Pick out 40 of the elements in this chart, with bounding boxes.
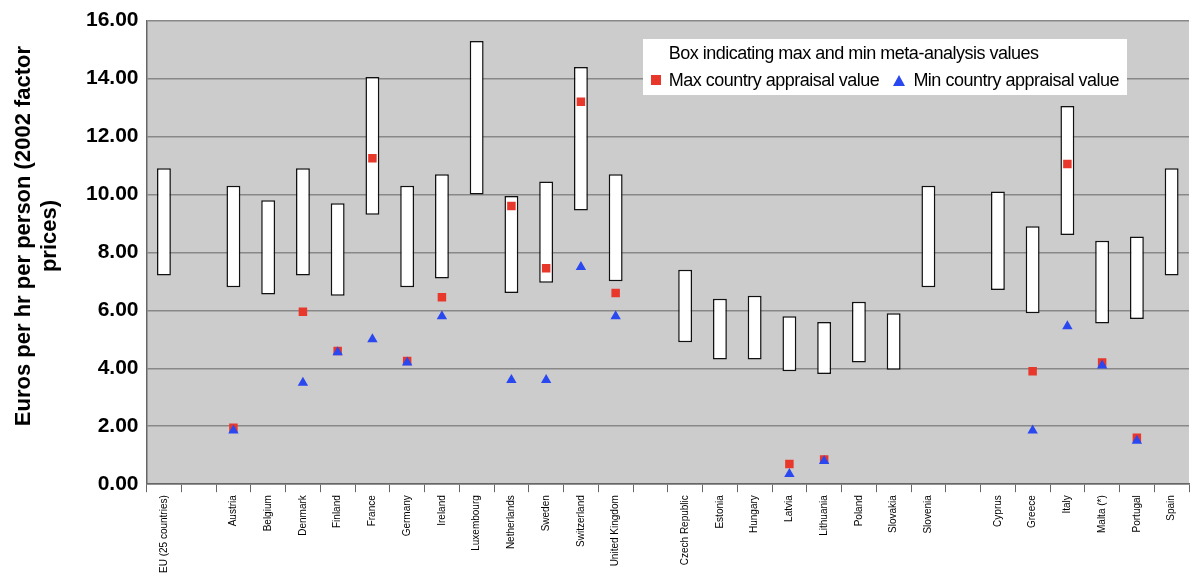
y-tick-label: 12.00 xyxy=(85,123,139,147)
y-axis-title: Euros per hr per person (2002 factor prices) xyxy=(10,44,62,429)
y-tick-label: 10.00 xyxy=(85,181,139,205)
legend-label: Min country appraisal value xyxy=(913,69,1119,91)
x-tick-label: Sweden xyxy=(539,495,551,532)
x-tick-label: Luxembourg xyxy=(470,495,482,551)
x-tick-label: Estonia xyxy=(713,494,725,529)
x-tick-label: Switzerland xyxy=(574,495,586,547)
x-tick-label: Spain xyxy=(1165,495,1177,521)
y-tick-label: 16.00 xyxy=(85,7,139,31)
y-tick-label: 14.00 xyxy=(85,65,139,89)
y-tick-label: 6.00 xyxy=(97,297,139,321)
x-tick-label: Netherlands xyxy=(505,495,517,550)
x-tick-label: Slovenia xyxy=(922,494,934,534)
x-tick-label: Finland xyxy=(331,495,343,528)
x-tick-label: Belgium xyxy=(261,495,273,532)
x-tick-label: Czech Republic xyxy=(678,495,690,566)
x-tick-label: Slovakia xyxy=(887,494,899,533)
x-tick-label: Austria xyxy=(227,494,239,527)
x-tick-label: Malta (*) xyxy=(1095,495,1107,533)
x-tick-label: Ireland xyxy=(435,495,447,526)
x-tick-label: United Kingdom xyxy=(609,495,621,567)
x-tick-label: Denmark xyxy=(296,494,308,536)
y-tick-label: 2.00 xyxy=(97,413,139,437)
x-tick-label: Poland xyxy=(852,495,864,527)
y-tick-label: 8.00 xyxy=(97,239,139,263)
x-tick-label: Lithuania xyxy=(817,494,829,536)
x-tick-label: Hungary xyxy=(748,495,760,533)
x-tick-label: Latvia xyxy=(783,494,795,522)
x-tick-label: Greece xyxy=(1026,494,1038,528)
x-tick-label: Portugal xyxy=(1130,495,1142,533)
x-tick-label: EU (25 countries) xyxy=(157,495,169,573)
y-tick-label: 0.00 xyxy=(97,470,139,494)
x-tick-label: Cyprus xyxy=(991,495,1003,527)
y-tick-label: 4.00 xyxy=(97,355,139,379)
x-tick-label: France xyxy=(366,494,378,527)
x-tick-label: Italy xyxy=(1061,495,1073,514)
legend-label: Max country appraisal value xyxy=(668,69,880,91)
text: Box indicating max and min meta-analysis values xyxy=(668,42,1039,64)
x-tick-label: Germany xyxy=(400,495,412,537)
